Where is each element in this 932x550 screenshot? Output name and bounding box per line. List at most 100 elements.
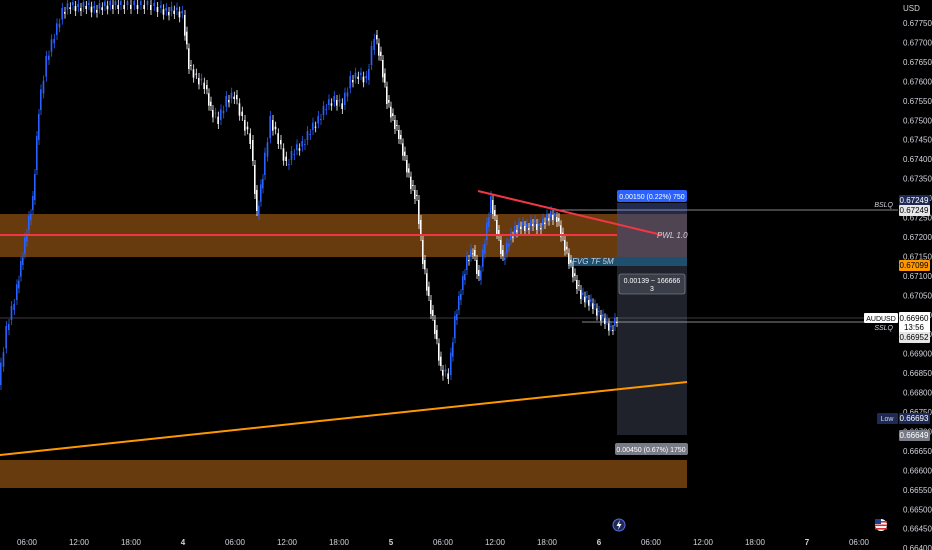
price-tick-label: 0.67350 [903, 175, 932, 184]
candle-body [522, 222, 524, 225]
candle-body [181, 11, 183, 14]
candle-body [126, 1, 129, 5]
candle-body [546, 214, 548, 220]
candle-body [192, 69, 195, 78]
candle-body [416, 195, 418, 196]
price-tick-label: 0.66650 [903, 447, 932, 456]
candle-body [357, 76, 359, 79]
candle-body [454, 316, 456, 339]
candle-body [30, 214, 32, 220]
candle-body [325, 109, 327, 110]
candle-body [13, 304, 15, 310]
candle-body [396, 125, 398, 126]
candle-body [447, 373, 449, 379]
bslq-price-tag-2 [899, 205, 930, 216]
candle-body [341, 103, 343, 109]
candle-body [320, 119, 322, 120]
candle-body [554, 213, 556, 216]
us-flag-icon[interactable] [875, 519, 887, 531]
candle-body [123, 5, 125, 9]
candle-body [378, 43, 380, 56]
candle-body [26, 234, 28, 242]
candle-body [42, 80, 45, 94]
price-axis[interactable]: 0.67750 0.67700 0.67650 0.67600 0.67550 0.675… [903, 19, 932, 550]
candle-body [530, 220, 532, 226]
candle-body [516, 230, 518, 233]
price-tick-label: 0.66850 [903, 369, 932, 378]
candle-body [210, 101, 212, 106]
currency-label: USD [903, 4, 920, 13]
candle-body [136, 5, 139, 9]
symbol-tag [864, 313, 898, 323]
candle-body [428, 286, 430, 296]
bslq-label: BSLQ [874, 202, 893, 209]
time-tick-label: 12:00 [69, 538, 90, 547]
candle-body [462, 276, 464, 290]
candle-body [349, 76, 351, 89]
candle-body [514, 226, 516, 234]
time-axis[interactable]: 06:00 12:00 18:00 4 06:00 12:00 18:00 5 06:00 12:… [17, 538, 870, 547]
candle-body [301, 141, 303, 147]
candle-body [532, 224, 534, 226]
fvg-price-tag [899, 260, 930, 271]
candle-body [558, 218, 560, 222]
candle-body [606, 319, 608, 321]
sslq-label: SSLQ [874, 325, 893, 332]
sslq-price-tag [899, 332, 930, 343]
candle-body [264, 152, 266, 175]
candle-body [414, 190, 416, 199]
candle-body [384, 73, 386, 83]
candle-body [48, 55, 50, 60]
price-tick-label: 0.67600 [903, 77, 932, 86]
candle-body [24, 237, 26, 254]
candle-body [362, 76, 365, 83]
orange-trendline[interactable] [0, 381, 688, 456]
candle-body [370, 46, 373, 65]
candle-body [258, 205, 260, 215]
info-line-2: 3 [650, 286, 654, 293]
candle-body [424, 260, 426, 270]
time-tick-label: 06:00 [225, 538, 246, 547]
candle-body [317, 116, 319, 124]
candle-body [88, 2, 90, 5]
candle-body [434, 320, 436, 334]
info-line-1: 0.00139 ~ 166666 [624, 278, 681, 285]
candle-body [64, 12, 66, 14]
bslq-price-tag [899, 195, 930, 206]
candle-body [574, 273, 576, 276]
flash-icon[interactable] [612, 518, 626, 532]
profit-tag [617, 190, 687, 202]
candle-body [544, 222, 546, 224]
candle-body [312, 122, 314, 130]
candle-body [160, 5, 162, 8]
candle-body [602, 314, 604, 317]
candle-body [560, 225, 562, 237]
candle-body [612, 330, 614, 331]
symbol-label: AUDUSD [866, 316, 896, 323]
candle-body [552, 215, 554, 220]
candle-body [109, 1, 111, 6]
candle-body [420, 220, 422, 236]
candle-body [386, 86, 388, 104]
loss-tag [615, 443, 688, 455]
candle-body [178, 11, 181, 18]
candle-body [225, 96, 227, 107]
time-tick-label: 18:00 [537, 538, 558, 547]
candle-body [106, 5, 109, 10]
candle-body [508, 244, 510, 247]
red-trendline[interactable] [477, 190, 663, 236]
candle-body [61, 8, 63, 20]
candle-body [402, 143, 404, 156]
price-tick-label: 0.66750 [903, 408, 932, 417]
candle-body [464, 274, 466, 280]
candle-body [496, 220, 498, 234]
fvg-price: 0.67099 [900, 261, 929, 270]
candle-body [520, 226, 522, 229]
candle-body [538, 224, 540, 226]
candle-body [398, 130, 400, 139]
candle-body [380, 51, 382, 56]
candle-body [236, 95, 238, 100]
candle-body [328, 99, 330, 105]
candle-body [564, 240, 566, 251]
